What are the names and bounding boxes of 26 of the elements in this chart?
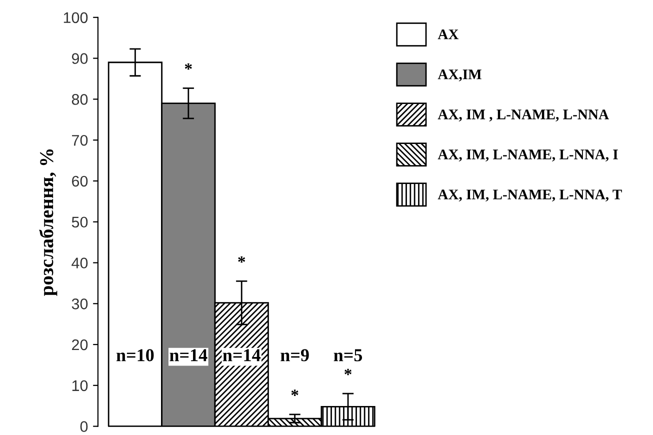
y-tick-label: 60 xyxy=(72,176,88,187)
annotation: * xyxy=(344,368,352,376)
y-axis-title: розслаблення, % xyxy=(39,149,58,296)
y-tick-label: 50 xyxy=(72,216,88,228)
annotation: n=10 xyxy=(116,349,154,362)
legend-label: AX, IM, L-NAME, L-NNA, I xyxy=(438,150,618,162)
annotation: n=14 xyxy=(170,349,208,362)
legend-label: AX,IM xyxy=(438,70,482,82)
annotation: n=5 xyxy=(334,349,362,362)
y-tick-label: 40 xyxy=(72,258,88,268)
legend-label: AX, IM , L-NAME, L-NNA xyxy=(438,110,609,122)
y-tick-label: 30 xyxy=(72,298,88,310)
annotation: n=9 xyxy=(280,349,309,362)
annotation: n=14 xyxy=(222,349,260,362)
annotation: * xyxy=(238,256,246,263)
y-tick-label: 0 xyxy=(80,421,88,432)
y-tick-label: 80 xyxy=(72,94,88,105)
y-tick-label: 90 xyxy=(72,53,88,64)
y-tick-label: 100 xyxy=(64,12,88,24)
y-tick-label: 10 xyxy=(72,380,88,392)
annotation: * xyxy=(291,390,298,396)
y-tick-label: 70 xyxy=(72,134,88,146)
y-tick-label: 20 xyxy=(72,339,88,350)
annotation: * xyxy=(184,63,192,70)
legend-label: AX, IM, L-NAME, L-NNA, T xyxy=(438,190,622,202)
legend-label: AX xyxy=(438,30,459,40)
